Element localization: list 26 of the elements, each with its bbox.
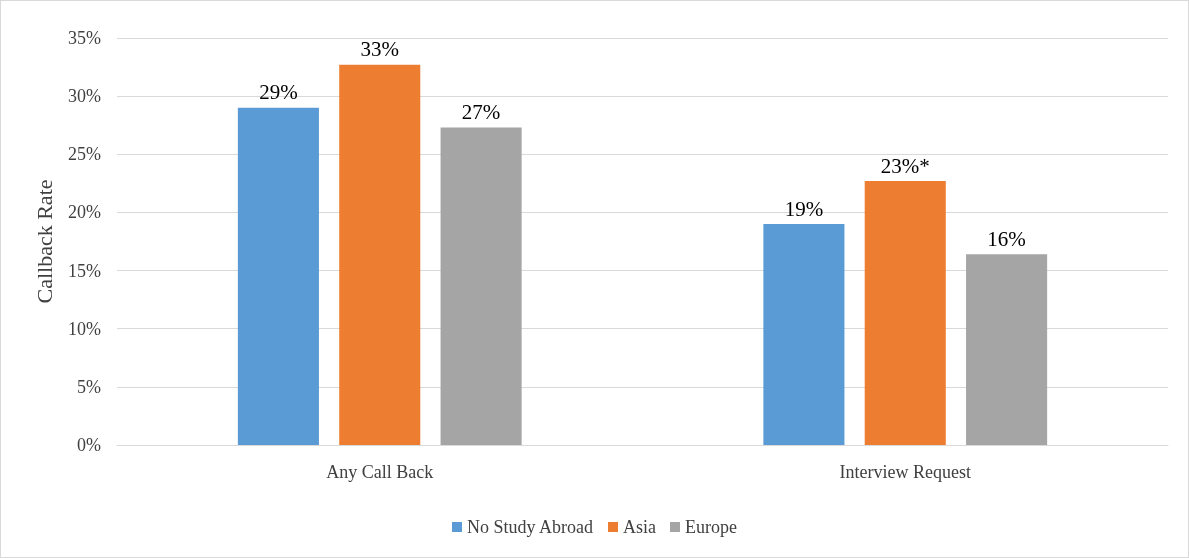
data-label: 29%: [259, 80, 298, 105]
bar: [237, 107, 319, 445]
y-tick-label: 25%: [68, 144, 101, 165]
y-tick-label: 0%: [77, 435, 101, 455]
x-tick-label: Interview Request: [839, 462, 971, 482]
data-label: 27%: [461, 100, 501, 125]
y-tick-label: 30%: [68, 86, 101, 107]
bar: [440, 127, 522, 445]
bar: [864, 181, 946, 445]
legend-label: Asia: [623, 517, 657, 537]
legend-label: Europe: [685, 517, 737, 537]
data-label: 19%: [784, 196, 824, 221]
y-tick-label: 5%: [77, 376, 101, 397]
y-tick-label: 15%: [68, 260, 101, 281]
data-label: 23%*: [880, 153, 930, 178]
y-tick-label: 10%: [68, 318, 101, 339]
data-label: 33%: [360, 37, 399, 62]
bar: [966, 254, 1048, 445]
y-tick-label: 35%: [68, 28, 101, 48]
bar: [339, 64, 421, 445]
y-tick-label: 20%: [68, 202, 101, 223]
y-axis-title: Callback Rate: [31, 179, 57, 304]
legend-label: No Study Abroad: [467, 517, 594, 537]
bar: [763, 224, 845, 445]
x-tick-label: Any Call Back: [326, 462, 434, 482]
data-label: 16%: [987, 226, 1026, 251]
